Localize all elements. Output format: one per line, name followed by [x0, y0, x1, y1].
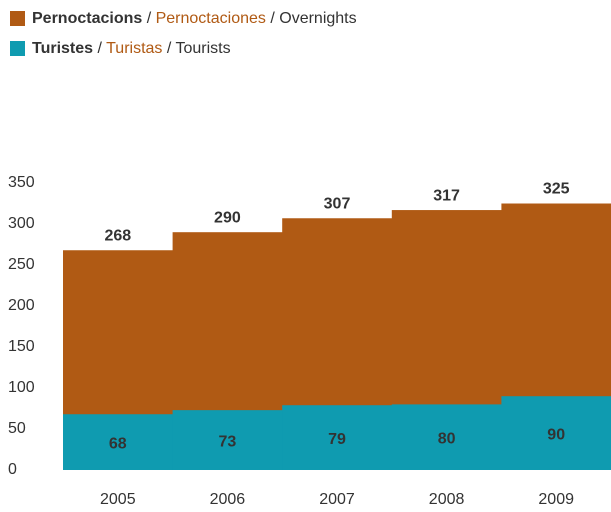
data-label: 90	[547, 426, 565, 443]
x-tick-label: 2007	[319, 491, 355, 508]
y-tick-label: 0	[8, 461, 17, 478]
data-label: 325	[543, 181, 570, 198]
bar	[501, 396, 611, 470]
legend-label: Pernoctacions / Pernoctaciones / Overnig…	[32, 10, 357, 27]
legend-swatch	[10, 11, 25, 26]
y-tick-label: 100	[8, 379, 35, 396]
x-tick-label: 2005	[100, 491, 136, 508]
y-tick-label: 250	[8, 256, 35, 273]
y-tick-label: 200	[8, 297, 35, 314]
data-label: 317	[433, 187, 460, 204]
y-tick-label: 300	[8, 215, 35, 232]
bar	[282, 405, 393, 470]
x-tick-label: 2009	[538, 491, 574, 508]
bar	[63, 414, 174, 470]
y-tick-label: 350	[8, 174, 35, 191]
data-label: 79	[328, 431, 346, 448]
data-label: 290	[214, 209, 241, 226]
y-tick-label: 50	[8, 420, 26, 437]
data-label: 307	[324, 195, 351, 212]
bar	[172, 410, 283, 470]
data-label: 73	[219, 433, 237, 450]
legend-label: Turistes / Turistas / Tourists	[32, 40, 231, 57]
x-tick-label: 2008	[429, 491, 465, 508]
bar	[391, 404, 502, 470]
data-label: 80	[438, 430, 456, 447]
y-tick-label: 150	[8, 338, 35, 355]
legend-swatch	[10, 41, 25, 56]
x-tick-label: 2006	[210, 491, 246, 508]
data-label: 68	[109, 435, 127, 452]
data-label: 268	[104, 227, 131, 244]
